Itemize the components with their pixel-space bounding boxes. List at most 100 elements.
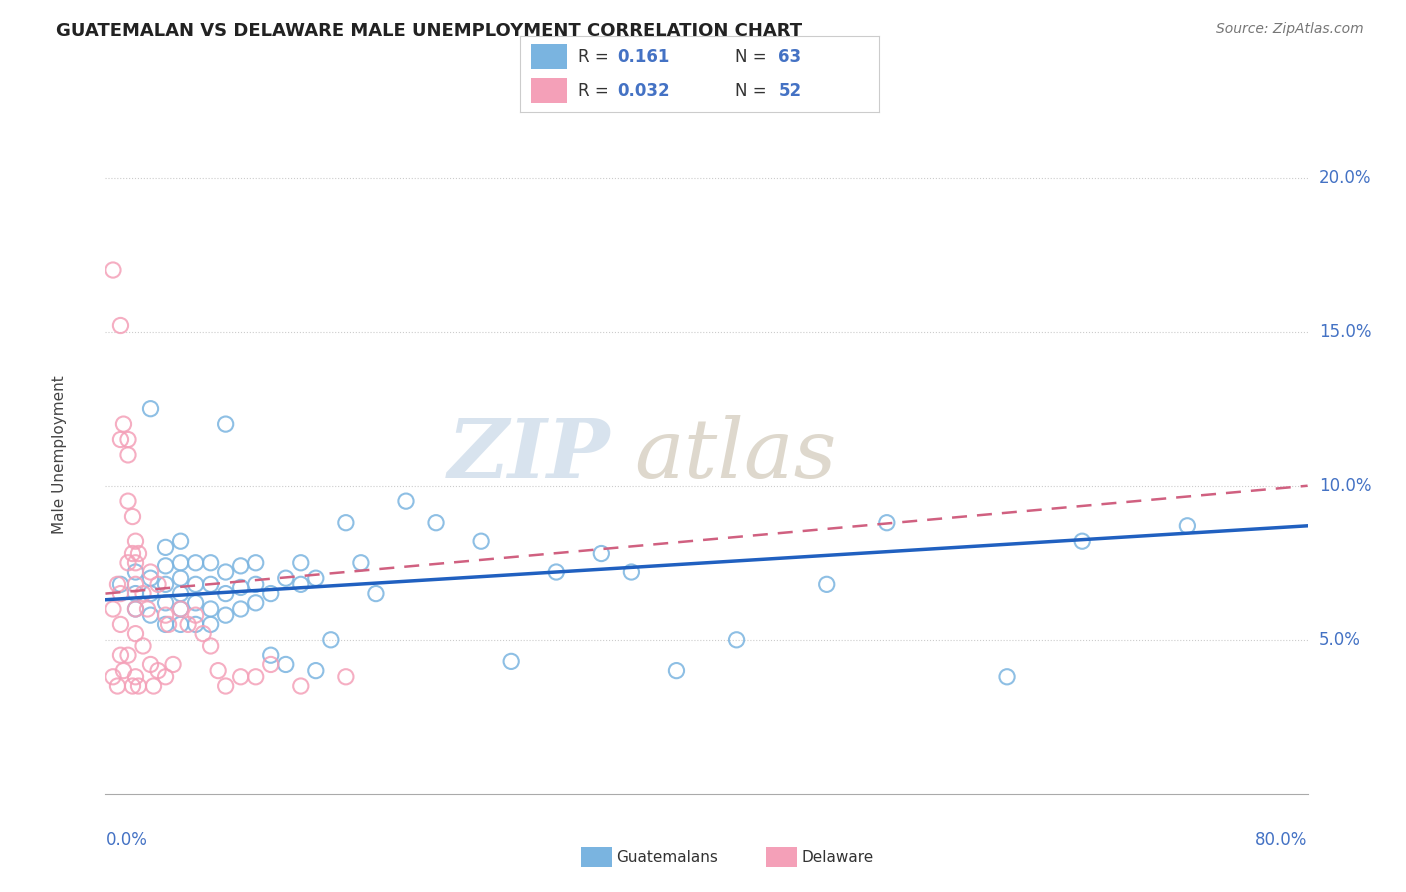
Point <box>117 448 139 462</box>
Point <box>155 670 177 684</box>
Point <box>146 664 169 678</box>
Point <box>128 679 150 693</box>
Point <box>1071 534 1094 549</box>
Point <box>200 577 222 591</box>
Text: 5.0%: 5.0% <box>1319 631 1361 648</box>
Text: GUATEMALAN VS DELAWARE MALE UNEMPLOYMENT CORRELATION CHART: GUATEMALAN VS DELAWARE MALE UNEMPLOYMENT… <box>56 22 803 40</box>
Point <box>350 556 373 570</box>
Point <box>214 679 236 693</box>
Text: 0.0%: 0.0% <box>105 831 148 849</box>
Point <box>274 571 297 585</box>
Point <box>117 648 139 663</box>
Text: N =: N = <box>735 47 772 65</box>
Point <box>260 586 283 600</box>
Text: 80.0%: 80.0% <box>1256 831 1308 849</box>
Point <box>121 547 143 561</box>
Point <box>155 596 177 610</box>
Point <box>117 494 139 508</box>
Point <box>110 586 132 600</box>
Point <box>169 556 191 570</box>
Point <box>274 657 297 672</box>
Point <box>470 534 492 549</box>
Point <box>101 263 124 277</box>
Point <box>155 617 177 632</box>
Point <box>245 670 267 684</box>
Text: N =: N = <box>735 82 772 100</box>
Point <box>995 670 1018 684</box>
Point <box>162 657 184 672</box>
Point <box>169 602 191 616</box>
Text: 10.0%: 10.0% <box>1319 476 1371 495</box>
Point <box>117 433 139 447</box>
Point <box>260 648 283 663</box>
Point <box>139 565 162 579</box>
Point <box>124 602 146 616</box>
Point <box>157 617 180 632</box>
Point <box>139 608 162 623</box>
Point <box>364 586 387 600</box>
Point <box>117 556 139 570</box>
Text: 0.032: 0.032 <box>617 82 669 100</box>
Point <box>229 558 252 573</box>
Point <box>191 626 214 640</box>
Text: R =: R = <box>578 47 613 65</box>
Point <box>128 547 150 561</box>
Point <box>132 586 155 600</box>
Point <box>139 401 162 416</box>
Point <box>121 509 143 524</box>
Point <box>124 602 146 616</box>
Point <box>155 577 177 591</box>
Point <box>214 417 236 431</box>
Point <box>112 417 135 431</box>
Point <box>305 664 328 678</box>
Point <box>177 617 200 632</box>
Text: ZIP: ZIP <box>447 415 610 495</box>
Point <box>142 679 165 693</box>
Point <box>620 565 643 579</box>
Point <box>110 433 132 447</box>
Point <box>245 556 267 570</box>
Text: Source: ZipAtlas.com: Source: ZipAtlas.com <box>1216 22 1364 37</box>
Point <box>245 577 267 591</box>
Point <box>395 494 418 508</box>
Point <box>169 534 191 549</box>
Point <box>876 516 898 530</box>
Point <box>184 608 207 623</box>
Point <box>546 565 568 579</box>
Point <box>665 664 688 678</box>
Point <box>121 679 143 693</box>
Point <box>124 670 146 684</box>
Point <box>136 602 159 616</box>
Text: Guatemalans: Guatemalans <box>616 850 717 864</box>
Text: 0.161: 0.161 <box>617 47 669 65</box>
Point <box>124 586 146 600</box>
Point <box>725 632 748 647</box>
Point <box>155 558 177 573</box>
Point <box>200 617 222 632</box>
Point <box>335 670 357 684</box>
Point <box>107 679 129 693</box>
Point <box>207 664 229 678</box>
Point <box>260 657 283 672</box>
Point <box>319 632 342 647</box>
Point <box>245 596 267 610</box>
Text: 63: 63 <box>779 47 801 65</box>
Point <box>110 648 132 663</box>
Point <box>132 639 155 653</box>
Point <box>124 534 146 549</box>
Point <box>214 586 236 600</box>
Point <box>139 657 162 672</box>
Point <box>169 571 191 585</box>
Point <box>110 318 132 333</box>
Point <box>815 577 838 591</box>
Point <box>229 602 252 616</box>
Point <box>124 556 146 570</box>
Point <box>200 639 222 653</box>
Point <box>124 565 146 579</box>
Point <box>200 602 222 616</box>
Point <box>146 577 169 591</box>
Text: Male Unemployment: Male Unemployment <box>52 376 67 534</box>
Point <box>112 664 135 678</box>
Point <box>290 679 312 693</box>
Point <box>1175 518 1198 533</box>
